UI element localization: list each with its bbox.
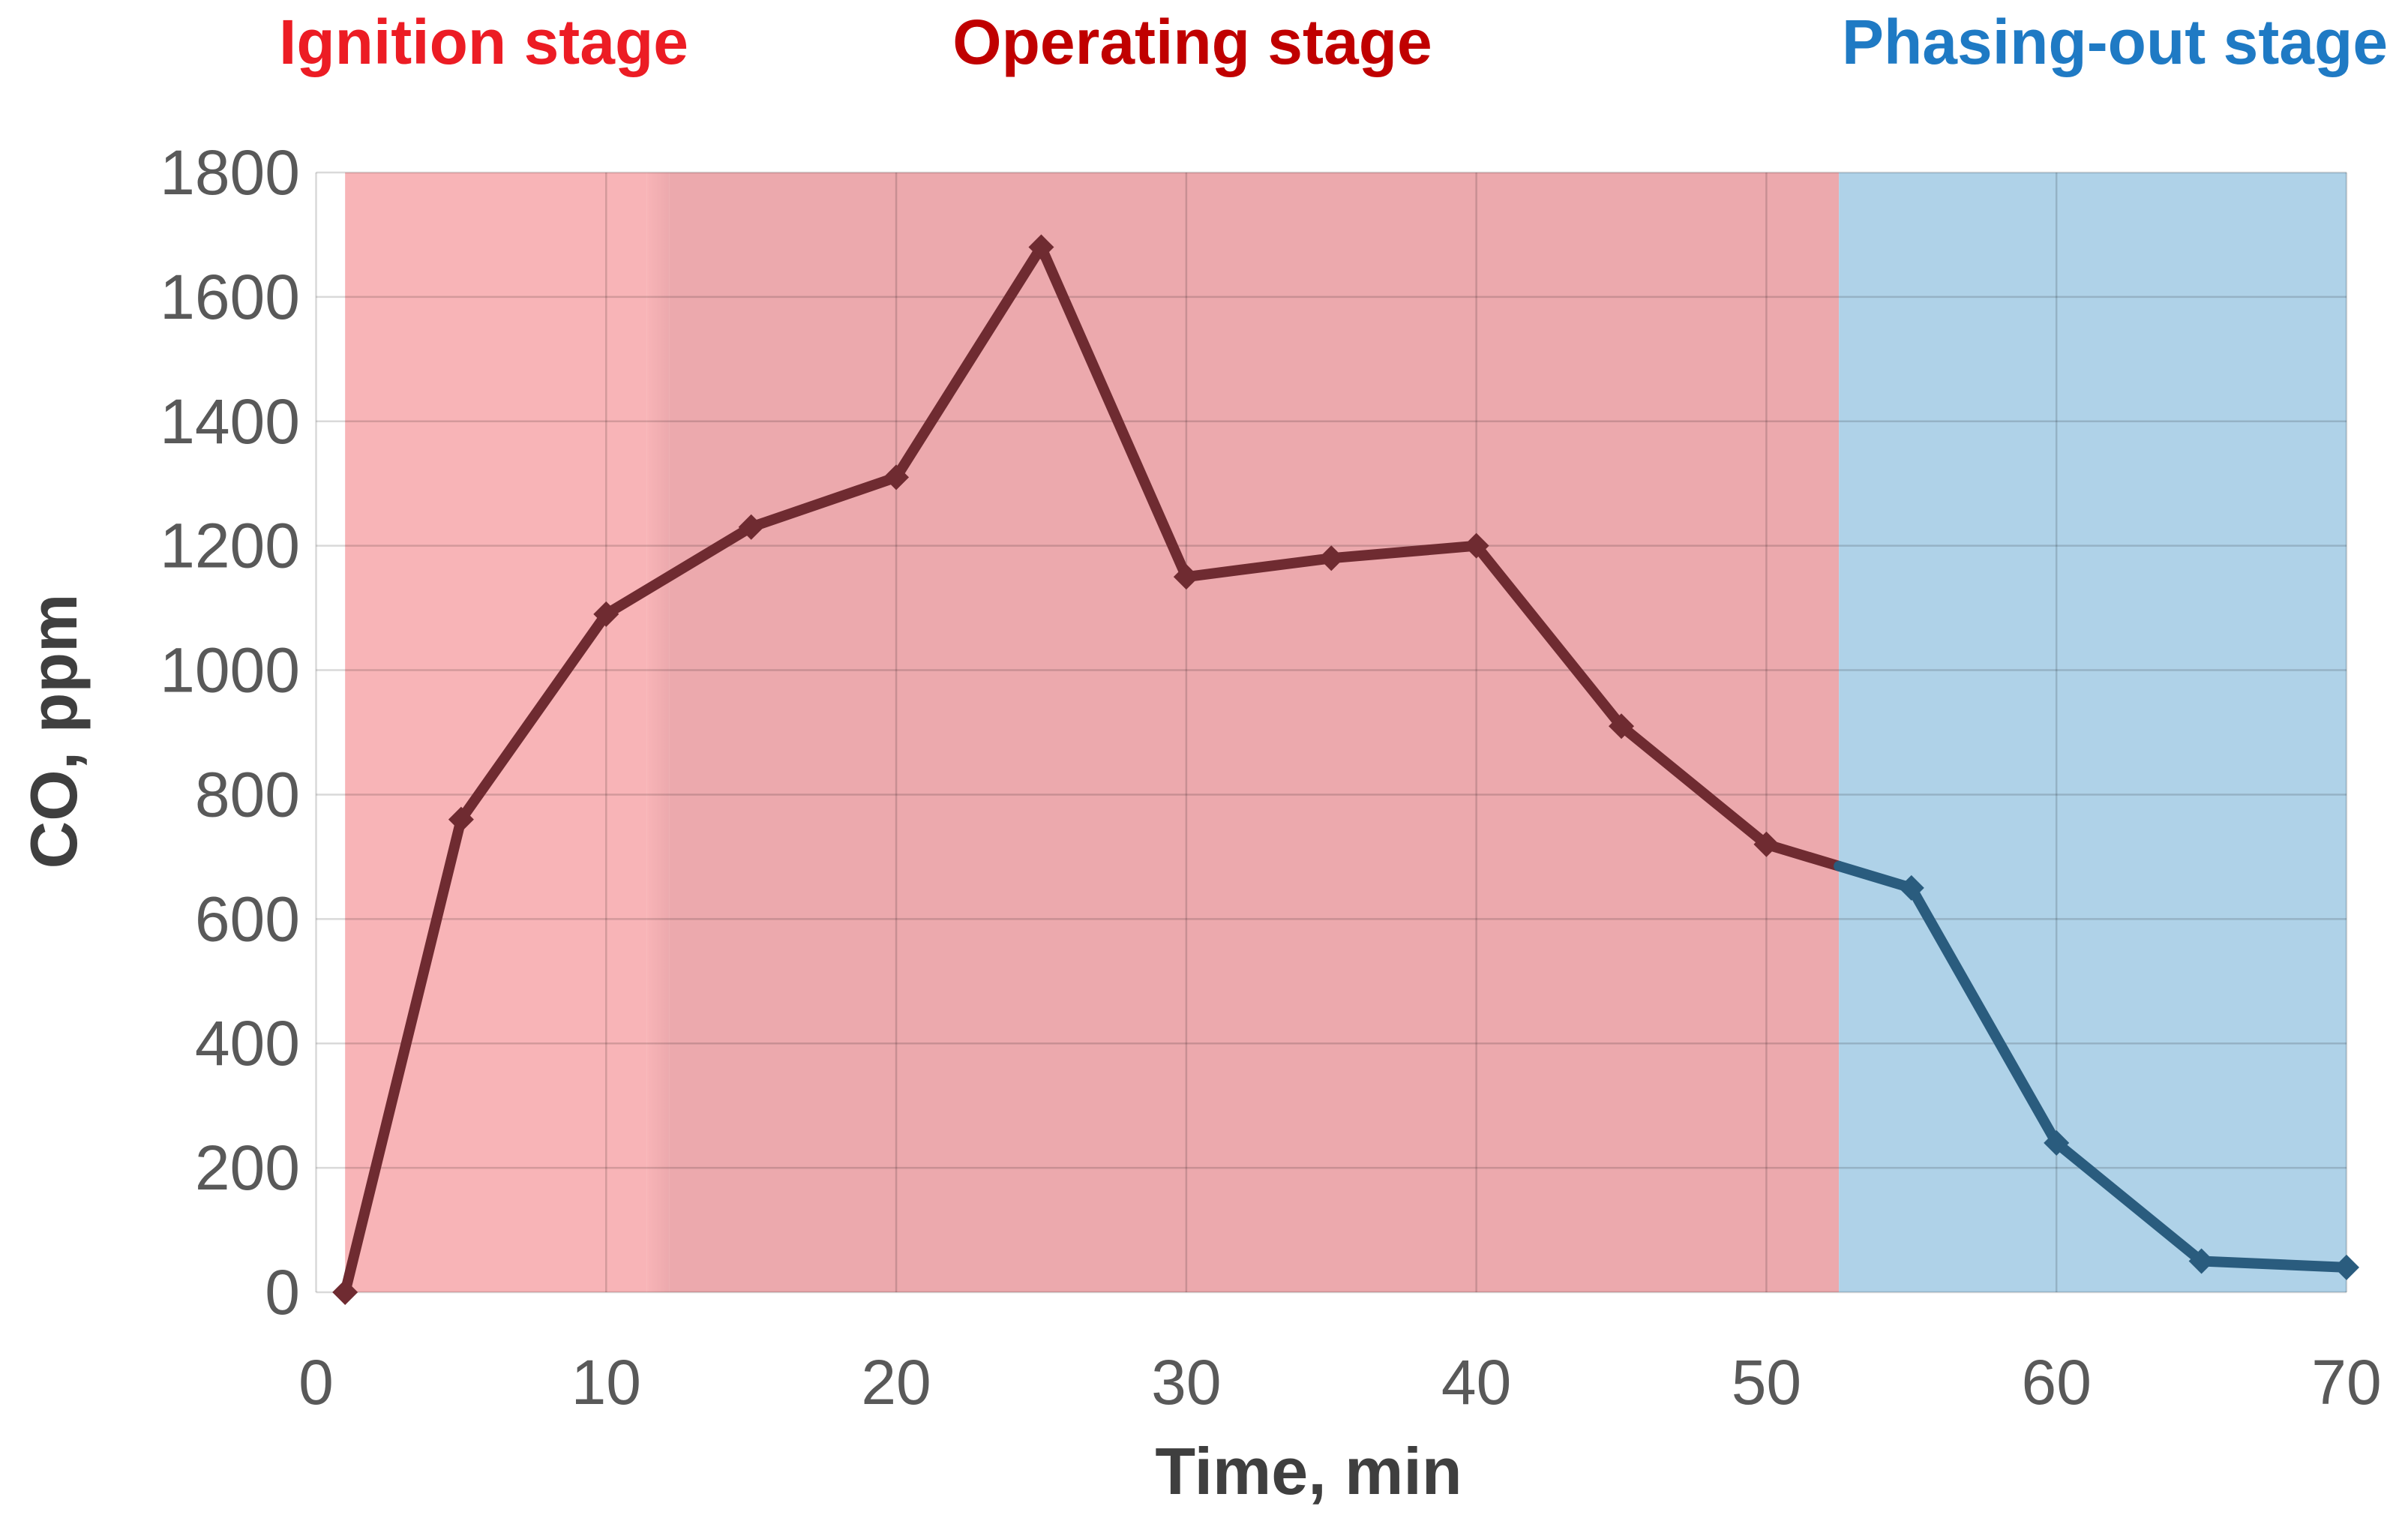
- x-tick-label: 0: [298, 1347, 334, 1418]
- data-point-marker: [1609, 713, 1635, 740]
- data-point-marker: [738, 514, 764, 540]
- data-point-marker: [1173, 564, 1199, 590]
- axis-tick-labels: 0 200 400 600 800 1000 1200 1400 1600 1800 0 10 20 30…: [160, 137, 2382, 1418]
- gridlines: [315, 171, 2348, 1294]
- x-axis-title: Time, min: [1155, 1434, 1462, 1508]
- data-point-marker: [1898, 874, 1924, 901]
- stage-band-phasing-out-stage: [1839, 172, 2347, 1292]
- stage-band-operating-stage: [669, 172, 1840, 1292]
- data-point-marker: [2188, 1248, 2215, 1274]
- x-tick-label: 20: [861, 1347, 931, 1418]
- x-tick-label: 50: [1732, 1347, 1801, 1418]
- data-point-marker: [2334, 1254, 2359, 1280]
- data-point-marker: [2044, 1130, 2070, 1156]
- stage-bands: [345, 172, 2347, 1292]
- x-tick-label: 70: [2311, 1347, 2381, 1418]
- stage-label-phasing-out: Phasing-out stage: [1841, 7, 2389, 77]
- y-tick-label: 600: [195, 884, 300, 954]
- stage-label-operating: Operating stage: [952, 7, 1432, 77]
- data-point-marker: [1753, 831, 1780, 857]
- y-tick-label: 1600: [160, 262, 300, 332]
- data-point-marker: [448, 806, 474, 832]
- y-axis-title: CO, ppm: [16, 593, 91, 869]
- y-tick-label: 1200: [160, 511, 300, 581]
- x-tick-label: 60: [2021, 1347, 2091, 1418]
- data-point-markers: [332, 234, 2359, 1305]
- data-point-marker: [883, 464, 910, 490]
- x-tick-label: 40: [1441, 1347, 1511, 1418]
- x-tick-label: 30: [1151, 1347, 1221, 1418]
- y-tick-label: 1800: [160, 137, 300, 208]
- data-point-marker: [332, 1280, 358, 1305]
- x-tick-label: 10: [571, 1347, 641, 1418]
- data-point-marker: [1318, 545, 1345, 572]
- y-tick-label: 400: [195, 1008, 300, 1078]
- data-point-marker: [593, 601, 619, 627]
- stage-label-ignition: Ignition stage: [279, 7, 688, 77]
- stage-band-transition: [646, 172, 670, 1292]
- y-tick-label: 0: [265, 1257, 300, 1328]
- y-tick-label: 800: [195, 759, 300, 830]
- y-tick-label: 200: [195, 1132, 300, 1203]
- co-line-segment-0: [340, 242, 1845, 1298]
- y-tick-label: 1400: [160, 386, 300, 457]
- data-point-marker: [1028, 234, 1054, 260]
- y-tick-label: 1000: [160, 635, 300, 706]
- data-point-marker: [1463, 532, 1489, 559]
